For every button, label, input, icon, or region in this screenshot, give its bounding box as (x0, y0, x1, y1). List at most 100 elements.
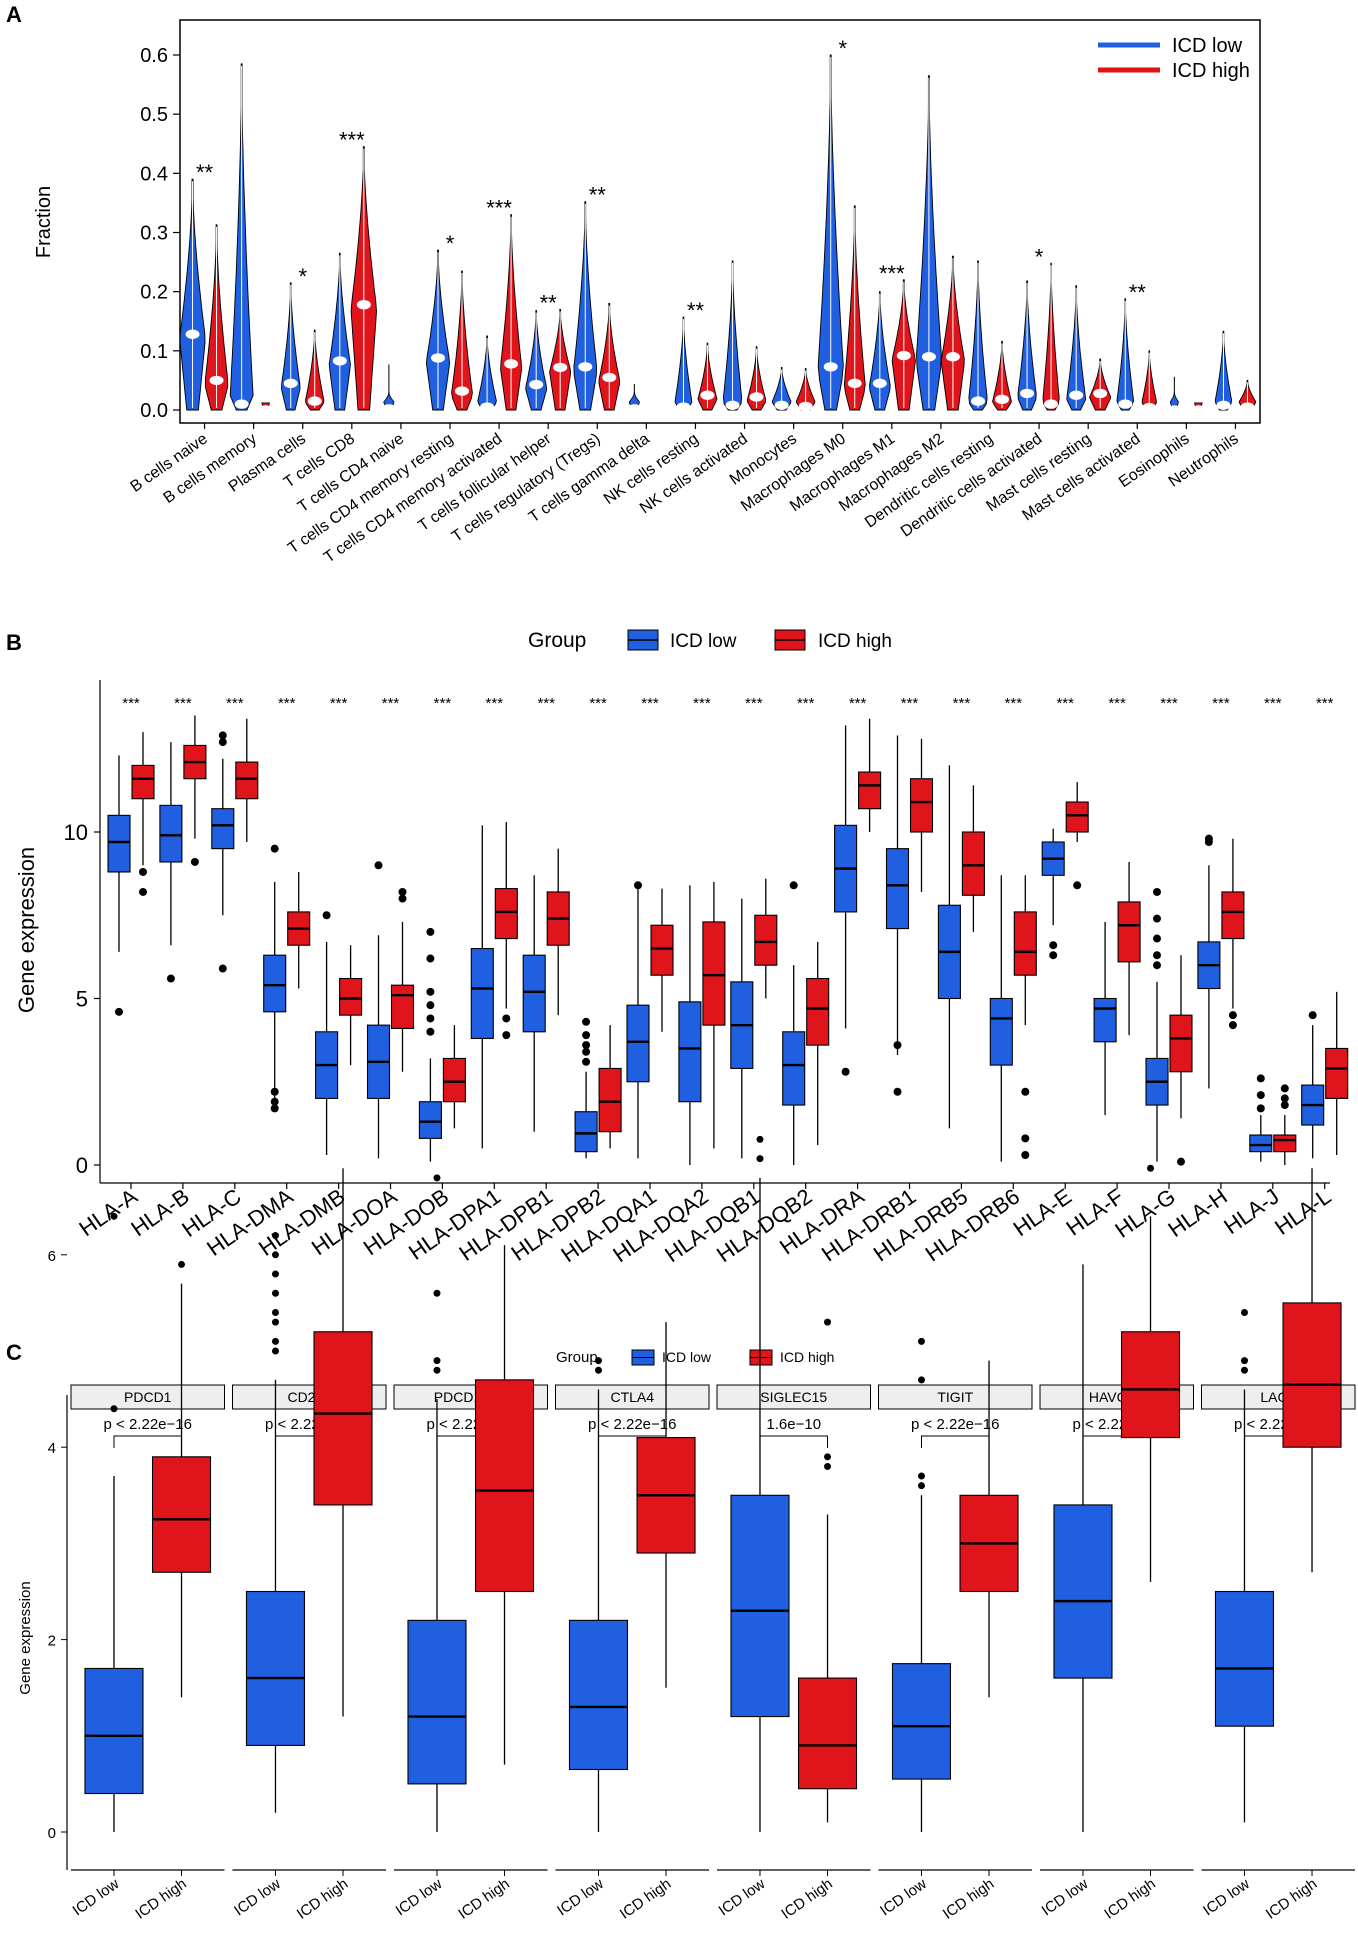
box-c-low-1-outlier-1 (271, 1337, 279, 1345)
box-b-low-0-outlier-0 (115, 1007, 123, 1016)
violin-median-low-8 (578, 362, 593, 372)
violin-median-high-13 (847, 378, 862, 389)
panel-b-y-ticks: 0 5 10 (64, 820, 100, 1178)
box-b-high-10-box (650, 924, 674, 976)
box-b-high-2-box (235, 761, 259, 800)
violin-median-low-0 (185, 329, 200, 339)
box-b-low-3-outlier-3 (270, 844, 279, 853)
box-b-high-7-outlier-0 (502, 1031, 511, 1040)
significance-b-1: *** (174, 695, 192, 712)
box-c-low-1-outlier-4 (271, 1289, 279, 1297)
box-c-low-0-box (84, 1667, 144, 1795)
violin-median-high-15 (945, 352, 960, 362)
significance-a-19: ** (1129, 280, 1147, 305)
violin-median-high-1 (258, 405, 273, 415)
box-b-low-10-box (626, 1004, 650, 1083)
box-c-low-4-outlier-1 (756, 1135, 764, 1143)
panel-c-legend: Group ICD low ICD high (556, 1349, 834, 1366)
facet-x-label-5-0: ICD low (877, 1875, 930, 1919)
box-b-high-9-box (598, 1067, 622, 1133)
violin-median-low-4 (381, 404, 396, 414)
box-b-low-1-box (159, 804, 183, 863)
panel-b-boxes: *** *** *** *** *** *** *** *** *** *** *** *** *** *… (107, 695, 1349, 1166)
box-c-low-6-box (1053, 1504, 1113, 1679)
significance-b-10: *** (641, 695, 659, 712)
box-b-low-3-outlier-0 (270, 1104, 279, 1113)
significance-a-14: *** (879, 261, 905, 286)
box-b-low-14-outlier-0 (841, 1067, 850, 1076)
violin-median-low-12 (774, 400, 789, 410)
box-c-low-7-box (1214, 1590, 1275, 1727)
box-c-low-1-outlier-3 (271, 1309, 279, 1317)
y-tick-label-a-2: 0.2 (140, 282, 168, 304)
box-b-low-7-box (470, 947, 494, 1040)
box-c-low-3-outlier-1 (594, 1357, 602, 1365)
significance-b-9: *** (589, 695, 607, 712)
facet-x-label-0-1: ICD high (132, 1875, 190, 1922)
significance-b-20: *** (1160, 695, 1178, 712)
significance-b-14: *** (849, 695, 867, 712)
box-b-high-0-box (131, 764, 155, 800)
box-b-low-18-outlier-1 (1049, 941, 1058, 950)
facet-x-label-1-1: ICD high (294, 1875, 352, 1922)
x-label-b-23: HLA-L (1270, 1184, 1335, 1240)
box-b-low-20-outlier-3 (1153, 914, 1161, 923)
box-c-high-4-outlier-1 (824, 1453, 832, 1461)
y-tick-label-c-0: 0 (48, 1825, 56, 1842)
box-b-low-2-outlier-0 (218, 964, 227, 973)
facet-x-label-1-0: ICD low (231, 1875, 284, 1919)
y-tick-label-a-5: 0.5 (140, 104, 168, 126)
legend-b-high-label: ICD high (818, 631, 892, 652)
box-b-high-18-outlier-0 (1073, 881, 1082, 890)
facet-strip-4 (716, 1384, 871, 1410)
box-c-low-1-outlier-5 (271, 1270, 279, 1278)
box-c-low-0-outlier-0 (110, 1405, 118, 1413)
panel-b-ylabel: Gene expression (14, 847, 39, 1013)
legend-a-high-label: ICD high (1172, 60, 1250, 82)
box-b-low-21-outlier-1 (1204, 834, 1213, 843)
panel-c-y-ticks: 0 2 4 6 (48, 1248, 68, 1870)
violin-median-low-2 (283, 378, 298, 389)
significance-b-0: *** (122, 695, 140, 712)
significance-b-2: *** (226, 695, 244, 712)
facet-x-label-7-1: ICD high (1263, 1875, 1321, 1922)
box-c-low-1-outlier-7 (271, 1232, 279, 1240)
box-b-low-23-outlier-0 (1308, 1011, 1317, 1020)
violin-median-low-7 (529, 379, 544, 390)
y-tick-label-a-0: 0.0 (140, 400, 168, 422)
significance-b-21: *** (1212, 695, 1230, 712)
facet-pvalue-3: p < 2.22e−16 (588, 1416, 676, 1433)
legend-b-low-label: ICD low (670, 631, 737, 652)
legend-a-low-label: ICD low (1172, 35, 1243, 57)
box-b-high-18-box (1065, 801, 1089, 833)
facet-x-label-4-0: ICD low (716, 1875, 769, 1919)
box-b-high-4-box (339, 977, 363, 1016)
box-b-low-0-box (107, 814, 131, 873)
box-b-low-19-box (1093, 997, 1117, 1043)
facet-title-5: TIGIT (937, 1389, 973, 1405)
box-b-low-13-box (782, 1031, 806, 1106)
box-b-low-2-outlier-2 (218, 731, 227, 740)
significance-b-4: *** (330, 695, 348, 712)
box-b-low-22-outlier-2 (1256, 1074, 1265, 1083)
violin-median-low-10 (676, 402, 691, 412)
box-b-high-19-box (1117, 901, 1141, 963)
y-tick-label-a-3: 0.3 (140, 222, 168, 244)
violin-median-low-9 (627, 404, 642, 414)
facet-bracket-5 (920, 1435, 990, 1448)
x-label-b-18: HLA-E (1009, 1184, 1076, 1242)
significance-a-10: ** (687, 298, 705, 323)
panel-a-y-axis: 0.0 0.1 0.2 0.3 0.4 0.5 0.6 (140, 45, 180, 422)
box-c-high-6-outlier-0 (1147, 1164, 1155, 1172)
facet-title-4: SIGLEC15 (760, 1389, 827, 1405)
facet-x-label-4-1: ICD high (778, 1875, 836, 1922)
violin-median-low-16 (971, 396, 985, 406)
box-c-low-1-box (245, 1590, 306, 1746)
significance-b-15: *** (901, 695, 919, 712)
box-b-low-10-outlier-0 (634, 881, 642, 890)
panel-label-c: C (6, 1340, 22, 1365)
box-b-low-20-outlier-0 (1153, 961, 1161, 970)
violin-median-high-21 (1240, 402, 1255, 412)
